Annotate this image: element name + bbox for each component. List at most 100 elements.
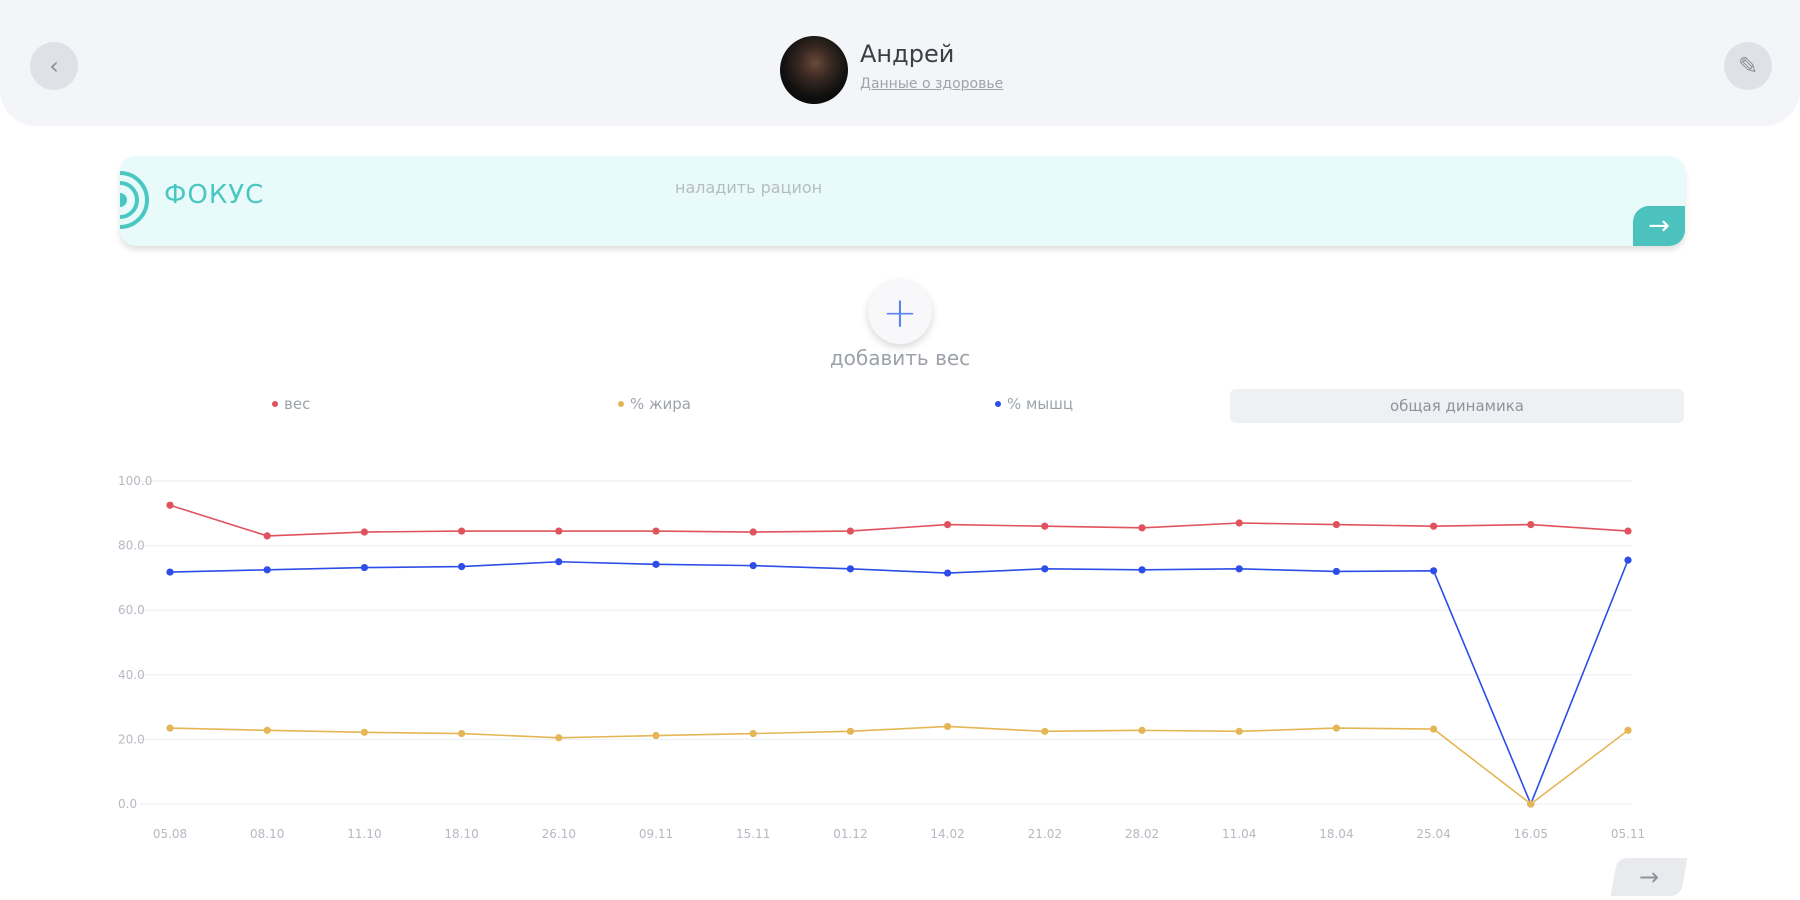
data-point (360, 528, 368, 536)
plus-icon: + (882, 287, 918, 337)
next-page-button[interactable]: → (1610, 858, 1688, 896)
data-point (652, 560, 660, 568)
data-point (944, 521, 952, 529)
back-button[interactable]: ‹ (30, 42, 78, 90)
x-tick-label: 26.10 (542, 827, 576, 841)
x-tick-label: 11.10 (347, 827, 381, 841)
legend-weight[interactable]: вес (272, 395, 310, 413)
series-line (169, 559, 1629, 805)
data-point (1041, 565, 1049, 573)
data-point (263, 566, 271, 574)
x-tick-label: 18.04 (1319, 827, 1353, 841)
data-point (1332, 724, 1340, 732)
data-point (846, 727, 855, 735)
weight-chart: 100.0 80.0 60.0 40.0 20.0 0.0 05.08 08.10 11.10 1… (118, 474, 1645, 841)
data-point (749, 528, 757, 536)
y-tick-label: 40.0 (118, 668, 145, 682)
data-point (360, 563, 368, 572)
data-point (263, 726, 271, 734)
add-weight-button[interactable]: + (868, 280, 932, 344)
data-point (458, 527, 466, 535)
legend-muscle-label: % мышц (1007, 395, 1074, 413)
data-point (1430, 522, 1438, 530)
arrow-right-icon: → (1648, 211, 1670, 241)
add-weight-label: добавить вес (829, 346, 971, 370)
y-tick-label: 20.0 (118, 732, 145, 746)
data-point (555, 527, 563, 535)
edit-button[interactable]: ✎ (1724, 42, 1772, 90)
data-point (166, 724, 174, 732)
data-point (166, 501, 174, 509)
y-tick-label: 100.0 (118, 474, 152, 488)
data-point (1624, 726, 1632, 734)
data-point (944, 722, 952, 731)
data-point (1332, 521, 1340, 529)
y-tick-label: 80.0 (118, 539, 145, 553)
data-point (1332, 567, 1340, 576)
focus-banner[interactable]: ФОКУС наладить рацион → (120, 156, 1685, 246)
profile-header: ‹ Андрей Данные о здоровье ✎ (0, 0, 1800, 126)
legend-fat-dot (618, 401, 624, 407)
x-tick-label: 18.10 (444, 827, 478, 841)
x-tick-label: 16.05 (1514, 827, 1548, 841)
legend-weight-label: вес (284, 395, 311, 413)
data-point (652, 731, 660, 740)
data-point (1138, 726, 1146, 734)
y-tick-label: 0.0 (118, 797, 137, 811)
x-tick-label: 21.02 (1028, 827, 1062, 841)
legend-muscle-dot (995, 401, 1001, 407)
x-tick-label: 05.11 (1611, 827, 1645, 841)
legend-fat-label: % жира (630, 395, 691, 413)
data-point (846, 527, 855, 535)
focus-goal: наладить рацион (675, 178, 823, 197)
series-line (169, 504, 1629, 537)
x-tick-label: 01.12 (833, 827, 867, 841)
data-point (1138, 524, 1146, 532)
data-point (1138, 566, 1146, 574)
data-point (555, 734, 563, 742)
data-point (360, 728, 368, 736)
health-data-link[interactable]: Данные о здоровье (860, 76, 1004, 92)
data-point (458, 562, 466, 571)
focus-title: ФОКУС (164, 180, 265, 210)
data-point (1430, 567, 1438, 575)
data-point (555, 558, 563, 566)
data-point (749, 562, 757, 570)
data-point (166, 568, 174, 576)
data-point (1430, 725, 1438, 733)
arrow-right-icon: → (1638, 863, 1660, 891)
data-point (1624, 527, 1632, 535)
data-point (749, 729, 757, 738)
data-point (1527, 521, 1535, 529)
data-point (1527, 800, 1535, 808)
x-tick-label: 15.11 (736, 827, 770, 841)
overall-dynamics-button[interactable]: общая динамика (1230, 389, 1684, 423)
data-point (846, 565, 855, 573)
series-line (169, 725, 1629, 805)
user-name: Андрей (860, 40, 955, 68)
legend-fat[interactable]: % жира (618, 395, 691, 413)
focus-open-button[interactable]: → (1633, 206, 1685, 246)
legend-weight-dot (272, 401, 278, 407)
data-point (1235, 727, 1243, 735)
x-tick-label: 11.04 (1222, 827, 1256, 841)
data-point (1041, 727, 1049, 735)
focus-target-icon (120, 171, 149, 229)
data-point (1041, 522, 1049, 530)
avatar[interactable] (780, 36, 848, 104)
data-point (652, 527, 660, 535)
pencil-icon: ✎ (1737, 52, 1759, 80)
x-tick-label: 05.08 (153, 827, 187, 841)
y-tick-label: 60.0 (118, 603, 145, 617)
data-point (1235, 519, 1243, 527)
data-point (1235, 565, 1243, 573)
data-point (263, 532, 271, 540)
x-tick-label: 08.10 (250, 827, 284, 841)
data-point (458, 729, 466, 738)
data-point (1624, 556, 1632, 564)
x-tick-label: 09.11 (639, 827, 673, 841)
x-tick-label: 25.04 (1416, 827, 1450, 841)
x-tick-label: 14.02 (930, 827, 964, 841)
data-point (944, 569, 952, 577)
legend-muscle[interactable]: % мышц (995, 395, 1073, 413)
